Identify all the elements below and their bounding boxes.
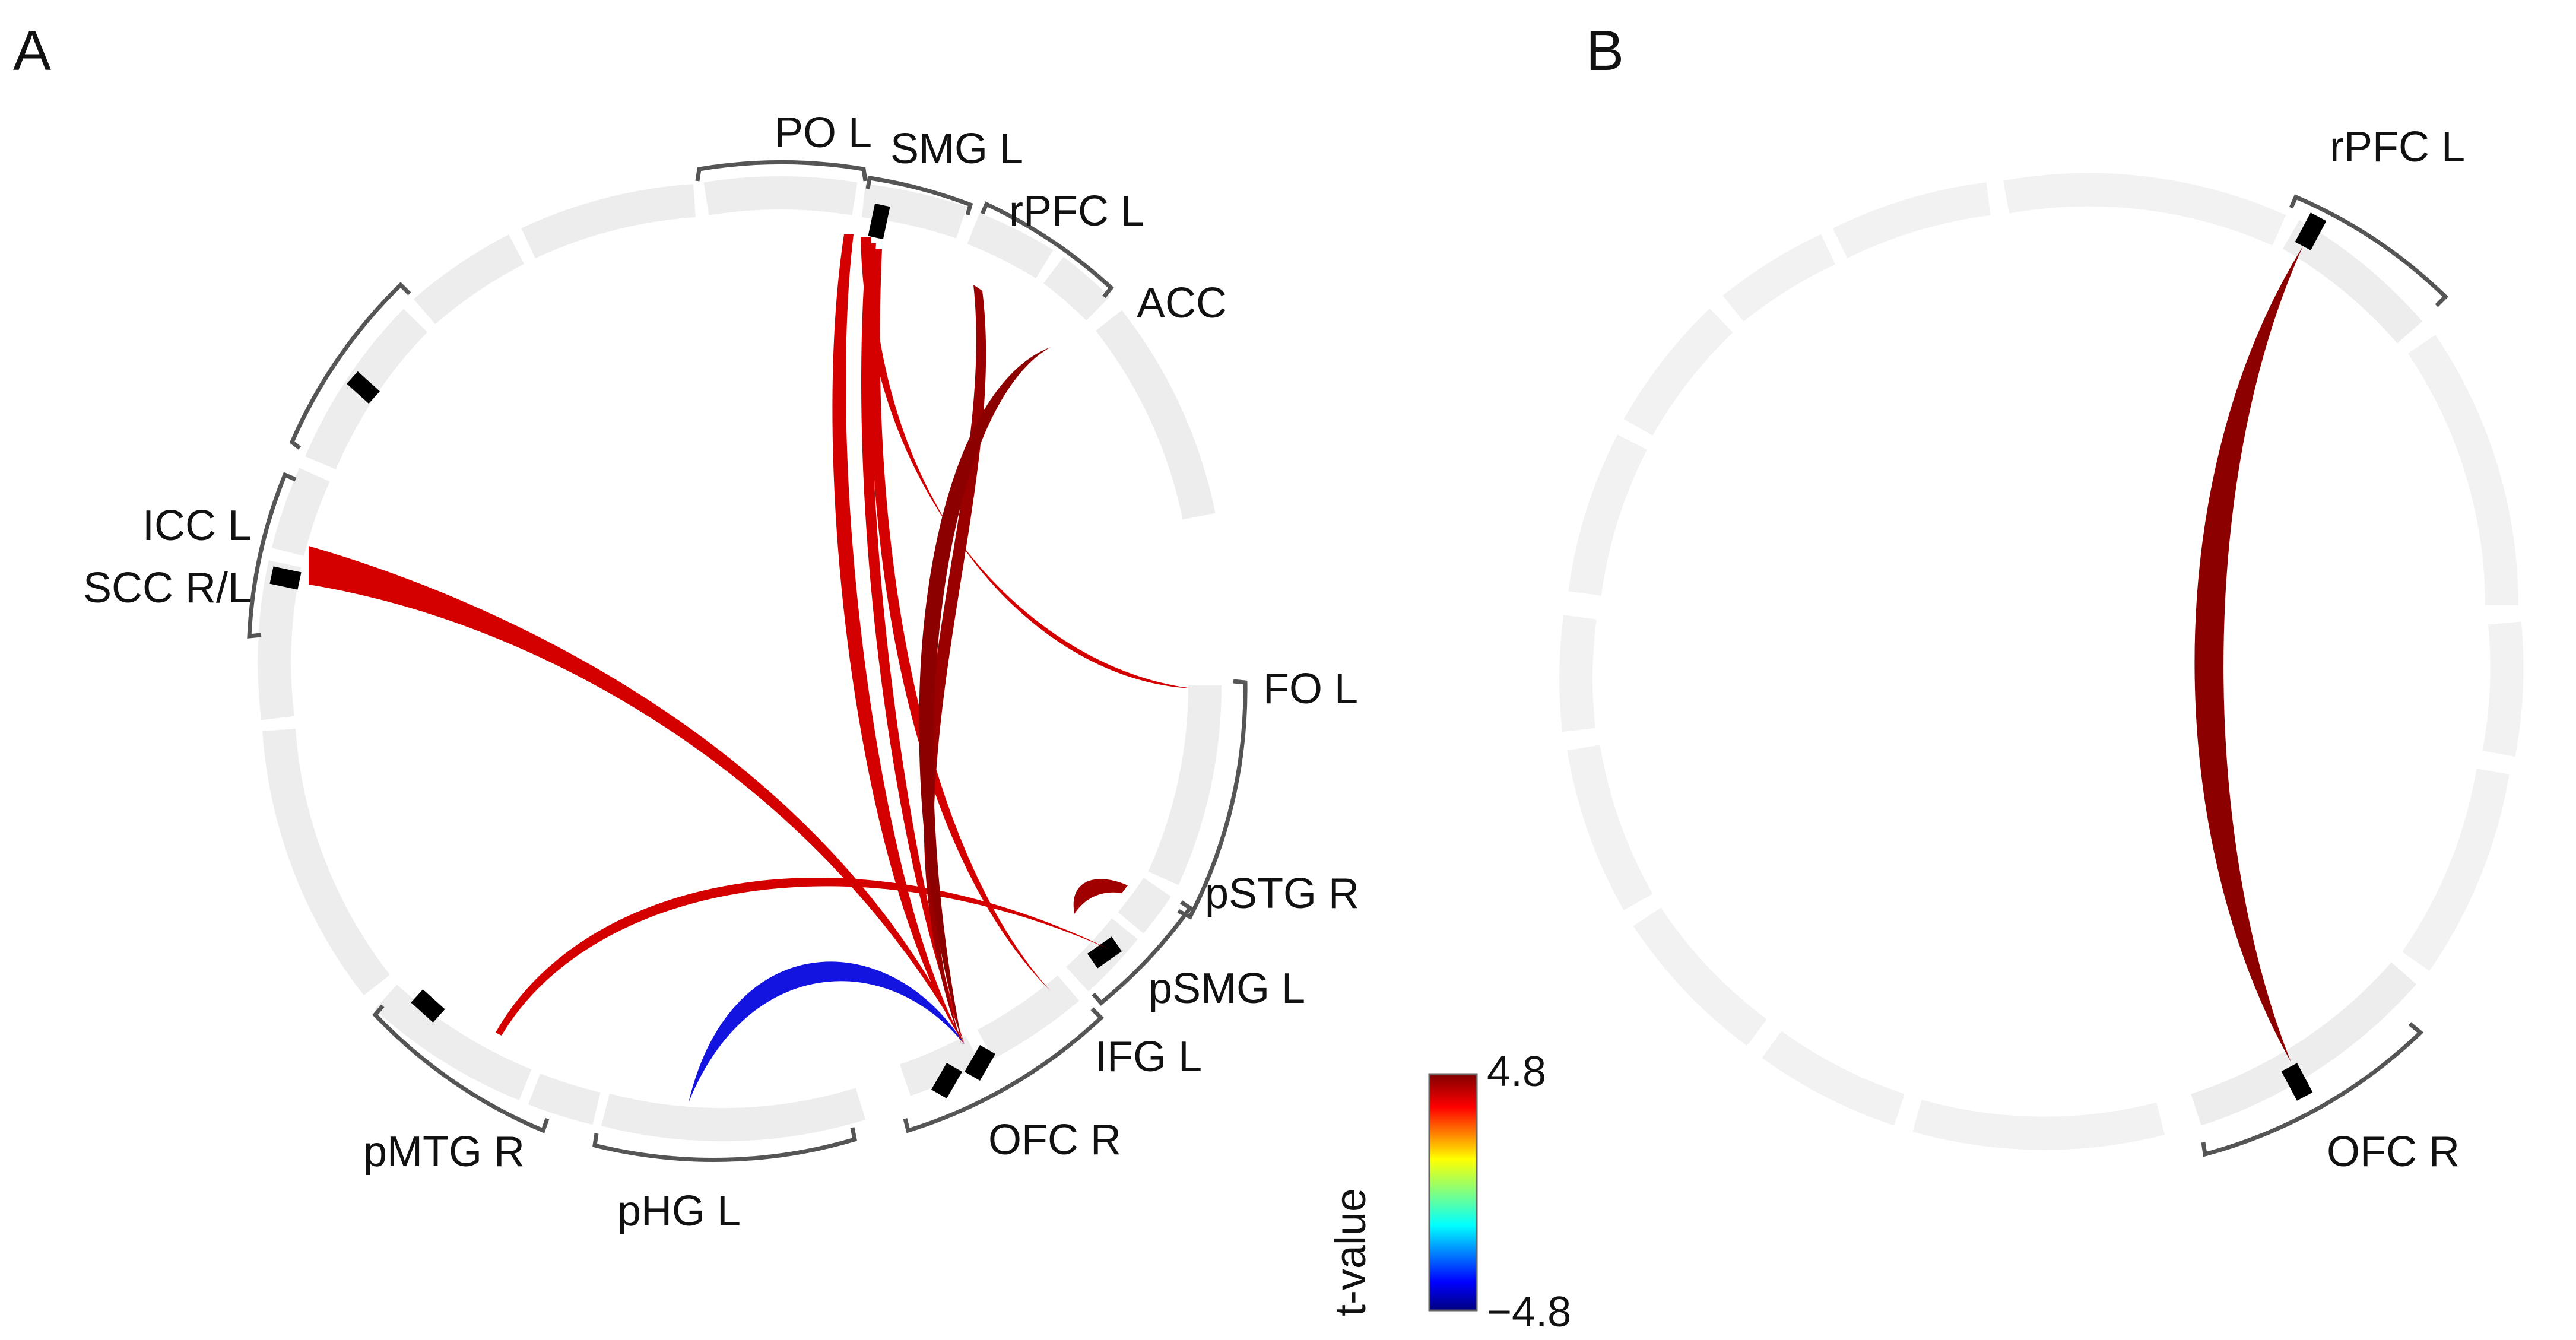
bracket-pmtg [372, 1004, 550, 1133]
node-ofc-2 [931, 1062, 962, 1099]
b-ring-seg-6 [1567, 745, 1653, 910]
chord-smg-ofc-1 [832, 234, 965, 1044]
b-ring-seg-10 [2401, 769, 2510, 971]
ring-seg-ifg [977, 975, 1080, 1059]
ring-seg-phg [528, 1073, 601, 1125]
ring-seg-pstg [1118, 878, 1172, 933]
ring-seg-acc [1043, 256, 1110, 321]
label-pstg-r: pSTG R [1205, 870, 1359, 917]
bracket-po [695, 160, 868, 182]
b-label-ofc-r: OFC R [2327, 1128, 2460, 1176]
b-ring-seg-7 [1633, 907, 1767, 1046]
colorbar-title: t-value [1327, 1188, 1375, 1316]
b-node-ofc [2281, 1063, 2313, 1101]
panel-a-letter: A [13, 19, 51, 82]
b-bracket-rpfc [2289, 194, 2448, 307]
ring-seg-top-left [521, 184, 696, 259]
b-ring-seg-5 [1559, 615, 1597, 732]
b-ring-seg-4 [1568, 434, 1647, 596]
bracket-pstg-psmg [1092, 900, 1193, 1006]
colorbar-max-label: 4.8 [1487, 1048, 1546, 1096]
ring-seg-fo [1148, 685, 1222, 885]
chord-rpfc-ofc [924, 285, 986, 1044]
panel-a-connections [309, 234, 1193, 1103]
ring-seg-upright [1095, 310, 1216, 520]
ring-seg-lowleft [262, 729, 391, 996]
node-ofc-1 [965, 1044, 995, 1081]
ring-seg-smg [861, 184, 967, 239]
chord-scc-ofc [309, 546, 965, 1044]
label-phg-l: pHG L [617, 1187, 741, 1235]
node-scc [269, 566, 302, 590]
label-ofc-r: OFC R [988, 1116, 1121, 1164]
b-ring-seg-1 [1832, 182, 1991, 259]
label-pmtg-r: pMTG R [363, 1128, 525, 1176]
panel-a-nodes [269, 203, 1122, 1099]
bracket-rpfc-acc [980, 201, 1114, 299]
chord-pmtg-psmg [496, 878, 1110, 1036]
chord-pstg-loop [1073, 879, 1128, 914]
label-smg-l: SMG L [890, 125, 1023, 173]
bracket-icc [247, 472, 297, 639]
node-psmg [1087, 936, 1122, 969]
node-pmtg [411, 989, 445, 1023]
panel-b-ring [1559, 173, 2524, 1150]
ring-seg-bottom [601, 1088, 866, 1142]
colorbar-gradient [1428, 1073, 1478, 1312]
panel-a-ring [258, 176, 1222, 1142]
label-po-l: PO L [775, 109, 872, 157]
chord-scc-ofc-fan [309, 546, 380, 588]
b-ring-seg-13 [2003, 173, 2286, 246]
panel-b-letter: B [1586, 19, 1624, 82]
label-scc-rl: SCC R/L [83, 564, 252, 612]
b-ring-seg-11 [2482, 621, 2524, 757]
chord-smg-ifg [870, 249, 1051, 991]
b-ring-seg-ofc [2191, 962, 2417, 1126]
panel-a: A [13, 19, 1359, 1235]
chord-acc-ofc [919, 347, 1051, 1046]
b-bracket-ofc [2201, 1022, 2424, 1157]
b-label-rpfc-l: rPFC L [2330, 123, 2465, 171]
label-rpfc-l: rPFC L [1009, 188, 1144, 235]
label-acc: ACC [1137, 280, 1227, 327]
bracket-fo [1177, 679, 1248, 920]
colorbar: 4.8 −4.8 t-value [1327, 1048, 1571, 1336]
bracket-phg [592, 1127, 858, 1162]
panel-a-labels: PO L SMG L rPFC L ACC ICC L SCC R/L FO L… [83, 109, 1359, 1235]
b-ring-seg-9 [1912, 1100, 2165, 1150]
bracket-ofc [903, 1007, 1105, 1133]
colorbar-min-label: −4.8 [1487, 1288, 1571, 1336]
ring-seg-icc [271, 468, 330, 557]
label-fo-l: FO L [1263, 665, 1358, 713]
b-node-rpfc [2295, 212, 2327, 250]
b-ring-seg-12 [2407, 335, 2518, 606]
ring-seg-upleft2 [413, 234, 525, 325]
panel-a-brackets [247, 160, 1248, 1162]
node-smg [868, 203, 890, 240]
ring-seg-rpfc [967, 212, 1054, 279]
b-ring-seg-3 [1623, 308, 1733, 436]
label-icc-l: ICC L [142, 502, 252, 550]
panel-b: B rPFC L OFC R [1559, 19, 2524, 1176]
label-ifg-l: IFG L [1095, 1033, 1202, 1081]
b-ring-seg-8 [1762, 1031, 1905, 1126]
b-chord-rpfc-ofc [2194, 246, 2303, 1062]
bracket-smg [865, 176, 973, 215]
node-upleft [347, 371, 380, 404]
bracket-upleft [289, 282, 411, 450]
ring-seg-left [258, 560, 302, 720]
b-ring-seg-2 [1722, 234, 1836, 322]
ring-seg-po [703, 176, 858, 215]
ring-seg-ofc [899, 1036, 982, 1096]
chord-phg-ofc [689, 961, 965, 1103]
ring-seg-pmtg [375, 985, 532, 1100]
label-psmg-l: pSMG L [1149, 965, 1305, 1012]
